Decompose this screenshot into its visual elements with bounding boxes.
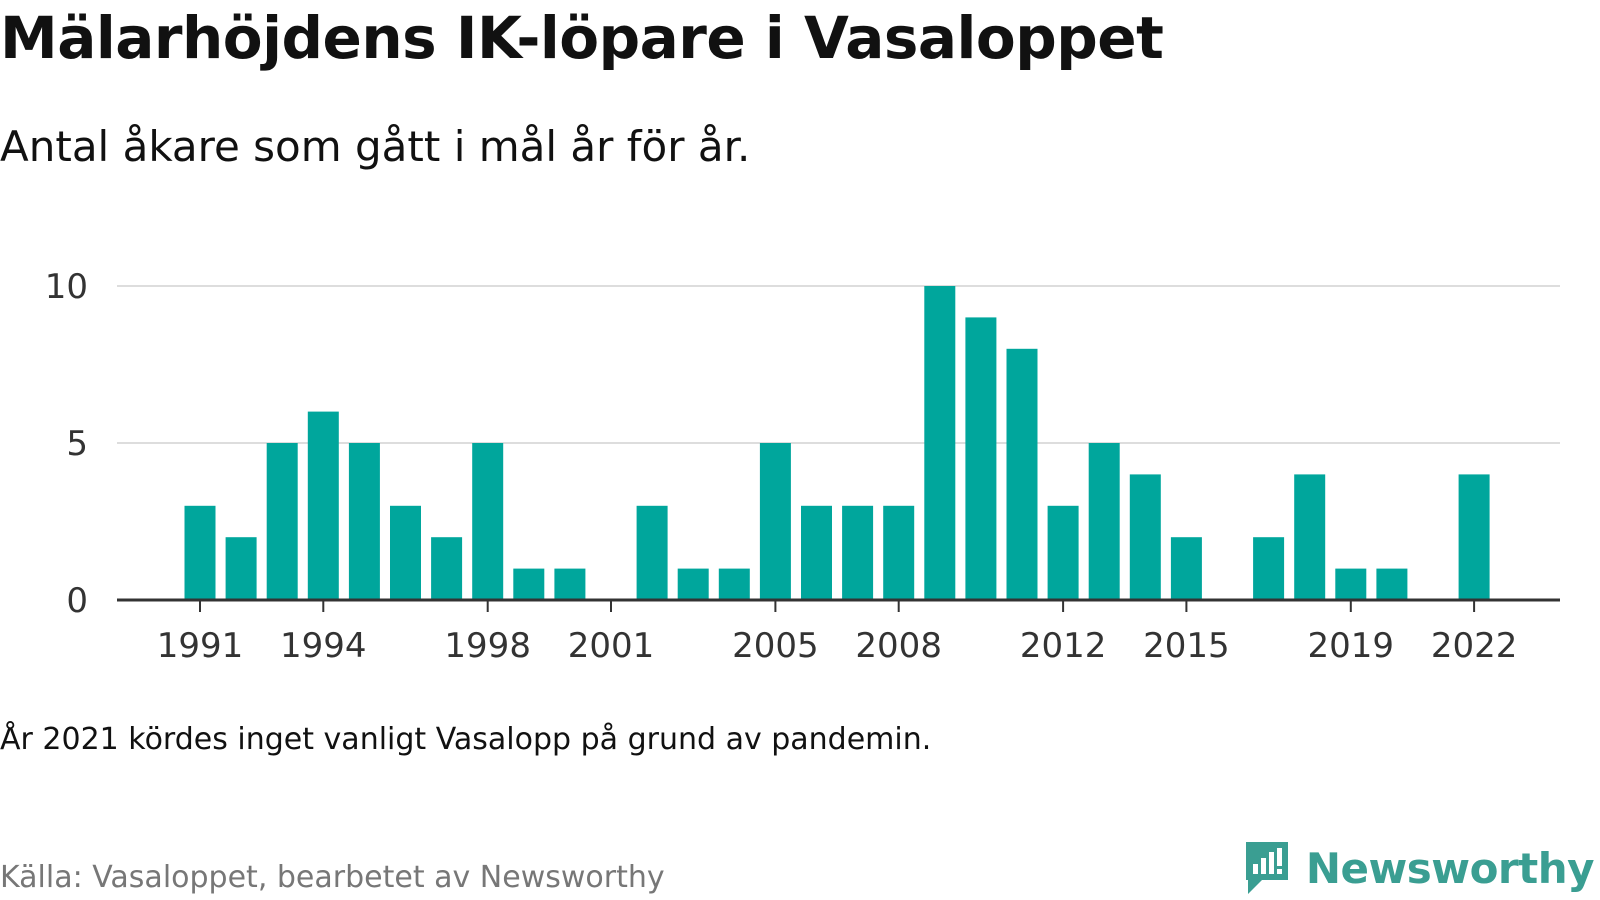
bar-2005: [759, 443, 791, 600]
x-tick-label: 2019: [1308, 626, 1395, 666]
x-tick-label: 2015: [1143, 626, 1230, 666]
bar-2006: [801, 505, 832, 600]
bar-2007: [842, 505, 874, 600]
bar-2015: [1170, 537, 1202, 600]
bar-2020: [1376, 568, 1408, 600]
bar-2009: [924, 286, 956, 600]
x-tick-label: 2008: [855, 626, 942, 666]
bar-2003: [677, 568, 709, 600]
bar-2018: [1294, 474, 1326, 600]
bar-1993: [266, 443, 298, 600]
bar-2010: [965, 317, 997, 600]
bar-2008: [883, 505, 915, 600]
bar-2017: [1253, 537, 1285, 600]
x-tick-label: 2022: [1431, 626, 1518, 666]
x-tick-label: 1994: [280, 626, 367, 666]
x-axis: [117, 598, 1560, 612]
bar-chart: 0 5 10 1991 1994 1998 2001 2005 2008 2012 2015 201…: [45, 267, 1560, 666]
bar-1994: [307, 411, 339, 600]
bar-2002: [636, 505, 668, 600]
bar-2014: [1129, 474, 1161, 600]
y-tick-label: 0: [66, 581, 88, 621]
chart-subtitle: Antal åkare som gått i mål år för år.: [0, 122, 751, 171]
bar-2013: [1088, 443, 1120, 600]
y-tick-label: 5: [66, 424, 88, 464]
bar-1991: [184, 505, 216, 600]
bar-1998: [472, 443, 504, 600]
footnote: År 2021 kördes inget vanligt Vasalopp på…: [0, 722, 932, 757]
y-tick-labels: 0 5 10: [45, 267, 88, 621]
bar-2012: [1047, 505, 1079, 600]
bar-1996: [390, 505, 421, 600]
bar-1999: [513, 568, 545, 600]
newsworthy-logo-icon: [1245, 842, 1288, 894]
bar-1995: [348, 443, 380, 600]
x-tick-label: 2001: [568, 626, 655, 666]
x-tick-label: 1991: [157, 626, 244, 666]
bar-1997: [431, 537, 463, 600]
bar-2011: [1006, 348, 1038, 600]
x-tick-labels: 1991 1994 1998 2001 2005 2008 2012 2015 2019 2022: [157, 626, 1518, 666]
bars: [184, 286, 1490, 600]
x-tick-label: 2005: [732, 626, 819, 666]
source-credit: Källa: Vasaloppet, bearbetet av Newswort…: [0, 860, 665, 895]
x-tick-label: 2012: [1020, 626, 1107, 666]
x-tick-label: 1998: [444, 626, 531, 666]
chart-title: Mälarhöjdens IK-löpare i Vasaloppet: [0, 4, 1164, 72]
bar-2000: [554, 568, 586, 600]
brand-logo: Newsworthy: [1242, 840, 1595, 896]
brand-name: Newsworthy: [1305, 843, 1595, 893]
bar-2004: [718, 568, 750, 600]
bar-1992: [225, 537, 257, 600]
bar-2019: [1335, 568, 1367, 600]
bar-2022: [1458, 474, 1490, 600]
y-tick-label: 10: [45, 267, 88, 307]
